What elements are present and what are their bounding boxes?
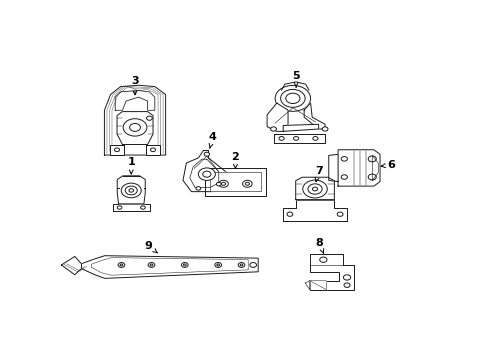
Circle shape (285, 93, 299, 104)
Polygon shape (183, 150, 227, 192)
Circle shape (221, 182, 225, 185)
Circle shape (279, 136, 284, 140)
Text: 3: 3 (131, 76, 139, 95)
Circle shape (121, 183, 141, 198)
Circle shape (214, 262, 221, 267)
Circle shape (307, 184, 322, 194)
Text: 8: 8 (315, 238, 323, 254)
Circle shape (203, 152, 209, 156)
Polygon shape (61, 256, 81, 275)
Polygon shape (371, 156, 378, 180)
Circle shape (129, 123, 140, 131)
Circle shape (312, 136, 317, 140)
Circle shape (150, 264, 152, 266)
Polygon shape (309, 281, 326, 290)
Polygon shape (204, 168, 265, 195)
Circle shape (129, 189, 133, 192)
Circle shape (146, 116, 152, 120)
Circle shape (280, 89, 305, 107)
Circle shape (123, 119, 146, 136)
Polygon shape (104, 85, 165, 155)
Circle shape (118, 262, 124, 267)
Circle shape (337, 212, 343, 216)
Polygon shape (295, 177, 334, 199)
Circle shape (341, 175, 346, 179)
Polygon shape (145, 144, 160, 155)
Circle shape (240, 264, 243, 266)
Polygon shape (81, 256, 258, 278)
Circle shape (117, 206, 122, 209)
Polygon shape (283, 124, 318, 131)
Circle shape (125, 186, 137, 195)
Circle shape (312, 187, 317, 191)
Text: 1: 1 (127, 157, 135, 174)
Text: 2: 2 (231, 152, 239, 168)
Circle shape (302, 180, 326, 198)
Circle shape (218, 180, 228, 187)
Polygon shape (282, 199, 346, 221)
Circle shape (319, 257, 326, 262)
Circle shape (181, 262, 188, 267)
Circle shape (270, 127, 276, 131)
Polygon shape (328, 154, 337, 181)
Text: 6: 6 (380, 160, 394, 170)
Circle shape (150, 148, 155, 152)
Text: 9: 9 (144, 240, 157, 253)
Polygon shape (337, 150, 379, 186)
Polygon shape (304, 103, 325, 129)
Circle shape (249, 262, 256, 267)
Polygon shape (266, 103, 287, 131)
Circle shape (216, 264, 219, 266)
Circle shape (216, 183, 221, 186)
Text: 4: 4 (208, 132, 216, 148)
Circle shape (120, 264, 122, 266)
Circle shape (343, 283, 349, 287)
Circle shape (148, 262, 155, 267)
Circle shape (367, 156, 376, 162)
Circle shape (322, 127, 327, 131)
Circle shape (293, 136, 298, 140)
Circle shape (242, 180, 252, 187)
Circle shape (203, 171, 210, 177)
Polygon shape (117, 176, 145, 204)
Circle shape (341, 157, 346, 161)
Circle shape (183, 264, 186, 266)
Circle shape (114, 148, 119, 152)
Polygon shape (113, 204, 149, 211)
Circle shape (275, 85, 310, 111)
Circle shape (196, 186, 200, 190)
Polygon shape (110, 144, 124, 155)
Polygon shape (209, 172, 261, 191)
Polygon shape (305, 281, 309, 290)
Polygon shape (117, 112, 153, 144)
Circle shape (343, 275, 350, 280)
Circle shape (238, 262, 244, 267)
Circle shape (245, 182, 249, 185)
Text: 7: 7 (314, 166, 322, 182)
Text: 5: 5 (292, 72, 299, 87)
Polygon shape (189, 159, 218, 188)
Circle shape (367, 174, 376, 180)
Circle shape (140, 206, 145, 209)
Circle shape (198, 168, 215, 180)
Polygon shape (115, 90, 155, 110)
Polygon shape (273, 134, 325, 143)
Circle shape (286, 212, 292, 216)
Polygon shape (309, 254, 353, 290)
